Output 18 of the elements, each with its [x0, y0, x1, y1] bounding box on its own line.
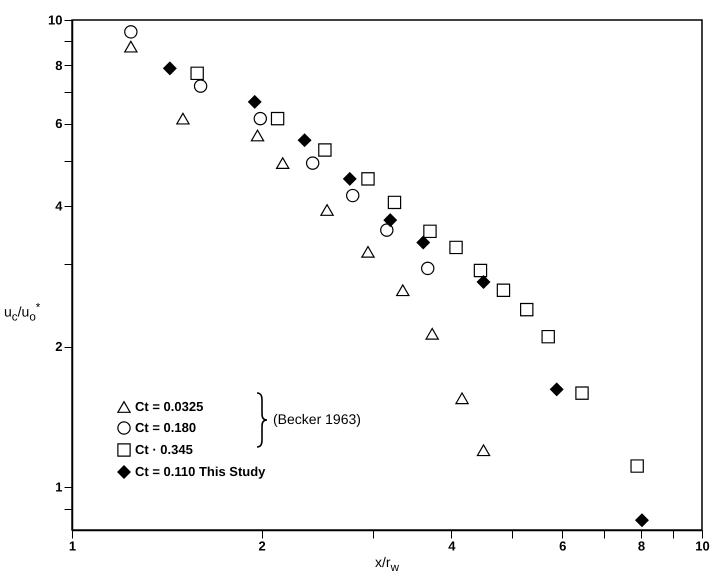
- x-tick-label: 1: [68, 538, 76, 554]
- x-tick-label: 8: [638, 538, 646, 554]
- legend-label: Ct = 0.0325: [135, 399, 204, 414]
- y-tick-label: 8: [55, 58, 62, 73]
- annotation: (Becker 1963): [273, 411, 361, 427]
- legend-label: Ct · 0.345: [135, 442, 193, 457]
- x-tick-label: 2: [258, 538, 266, 554]
- legend-label: Ct = 0.180: [135, 420, 196, 435]
- x-tick-label: 4: [448, 538, 456, 554]
- y-tick-label: 10: [48, 12, 62, 28]
- x-tick-label: 10: [695, 538, 710, 554]
- legend-label: Ct = 0.110 This Study: [135, 464, 266, 479]
- y-tick-label: 4: [55, 198, 64, 214]
- y-tick-label: 6: [55, 116, 62, 132]
- x-axis-title: x/r$_{w}$: [375, 554, 399, 574]
- y-tick-label: 2: [55, 339, 62, 354]
- x-tick-label: 6: [559, 538, 566, 554]
- y-tick-label: 1: [55, 480, 62, 495]
